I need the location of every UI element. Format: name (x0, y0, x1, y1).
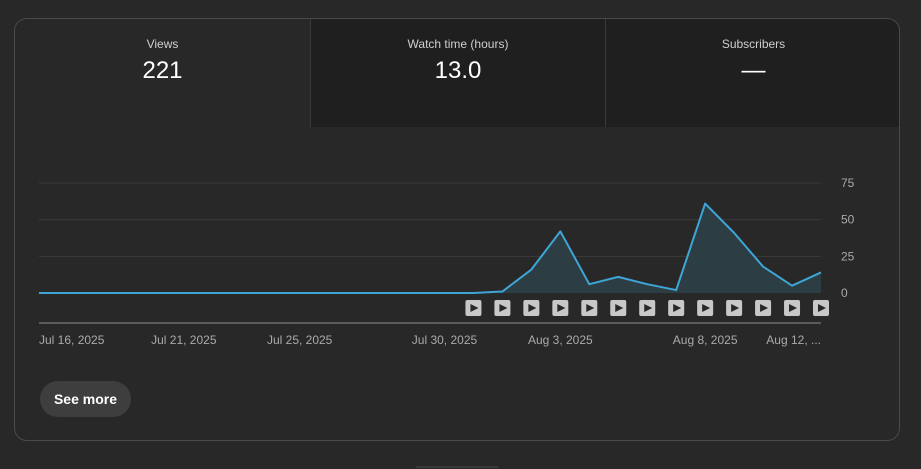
y-tick-label: 50 (841, 213, 855, 227)
play-icon-glyph (499, 304, 508, 312)
tab-views[interactable]: Views 221 (15, 19, 310, 127)
tab-watch-time[interactable]: Watch time (hours) 13.0 (310, 19, 605, 127)
views-line-chart: 0 25 50 75 Jul 16, 2025 Jul 21, 2025 Jul 25, 2… (38, 176, 855, 347)
x-tick-label: Jul 21, 2025 (151, 333, 217, 347)
views-area (39, 203, 821, 293)
y-tick-label: 0 (841, 286, 848, 300)
x-tick-label: Jul 30, 2025 (412, 333, 478, 347)
x-tick-label: Aug 3, 2025 (528, 333, 593, 347)
play-icon-glyph (702, 304, 711, 312)
play-icon-glyph (470, 304, 479, 312)
play-icon-glyph (528, 304, 537, 312)
y-tick-label: 75 (841, 176, 855, 190)
see-more-button[interactable]: See more (40, 381, 131, 417)
metric-tabs: Views 221 Watch time (hours) 13.0 Subscr… (15, 19, 899, 127)
x-tick-label: Jul 25, 2025 (267, 333, 333, 347)
tab-watch-time-value: 13.0 (434, 57, 482, 84)
views-series-line (39, 202, 822, 294)
analytics-card: Views 221 Watch time (hours) 13.0 Subscr… (14, 18, 900, 441)
play-icon-glyph (789, 304, 798, 312)
tab-watch-time-label: Watch time (hours) (407, 37, 509, 51)
scroll-indicator (416, 466, 498, 468)
x-tick-label: Aug 12, ... (766, 333, 821, 347)
x-tick-label: Aug 8, 2025 (673, 333, 738, 347)
play-icon-glyph (586, 304, 595, 312)
play-icon-glyph (673, 304, 682, 312)
x-tick-label: Jul 16, 2025 (39, 333, 105, 347)
play-icon-glyph (557, 304, 566, 312)
play-icon-glyph (760, 304, 769, 312)
play-icon-glyph (644, 304, 653, 312)
play-icon-glyph (818, 304, 826, 312)
play-icon-glyph (615, 304, 624, 312)
tab-views-value: 221 (142, 57, 183, 84)
tab-subscribers[interactable]: Subscribers — (605, 19, 899, 127)
tab-views-label: Views (146, 37, 179, 51)
play-icon-glyph (731, 304, 740, 312)
tab-subscribers-value: — (741, 57, 766, 84)
y-tick-label: 25 (841, 249, 855, 263)
tab-subscribers-label: Subscribers (721, 37, 786, 51)
